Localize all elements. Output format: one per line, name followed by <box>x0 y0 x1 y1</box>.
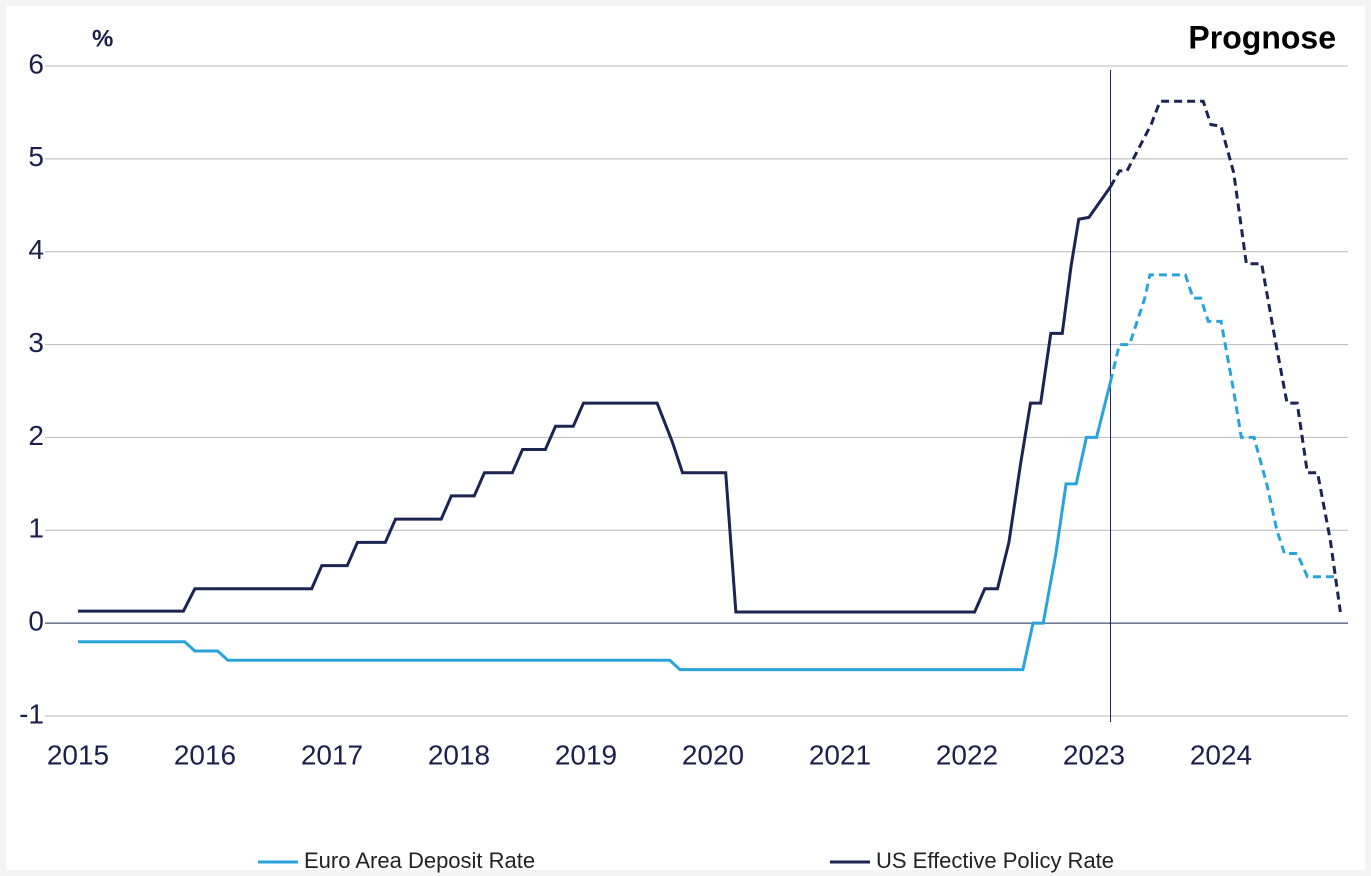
y-tick-label: 1 <box>28 513 44 544</box>
annotation: Prognose <box>1188 19 1336 55</box>
x-tick-label: 2024 <box>1190 739 1252 770</box>
x-tick-label: 2016 <box>174 739 236 770</box>
legend-label: US Effective Policy Rate <box>876 848 1114 873</box>
y-tick-label: 0 <box>28 606 44 637</box>
series-line <box>78 381 1112 672</box>
x-tick-label: 2017 <box>301 739 363 770</box>
legend-label: Euro Area Deposit Rate <box>304 848 535 873</box>
y-tick-label: 5 <box>28 141 44 172</box>
x-tick-label: 2023 <box>1063 739 1125 770</box>
x-tick-label: 2020 <box>682 739 744 770</box>
series-line <box>78 185 1112 614</box>
y-axis-label: % <box>92 25 113 52</box>
x-tick-label: 2022 <box>936 739 998 770</box>
y-tick-label: 3 <box>28 327 44 358</box>
x-tick-label: 2015 <box>47 739 109 770</box>
y-tick-label: 4 <box>28 234 44 265</box>
x-tick-label: 2019 <box>555 739 617 770</box>
forecast-series-line <box>1109 273 1336 579</box>
y-tick-label: 2 <box>28 420 44 451</box>
x-tick-label: 2018 <box>428 739 490 770</box>
forecast-series-line <box>1109 99 1342 613</box>
x-tick-label: 2021 <box>809 739 871 770</box>
y-tick-label: 6 <box>28 48 44 79</box>
chart-background <box>6 6 1365 870</box>
y-tick-label: -1 <box>19 698 44 729</box>
